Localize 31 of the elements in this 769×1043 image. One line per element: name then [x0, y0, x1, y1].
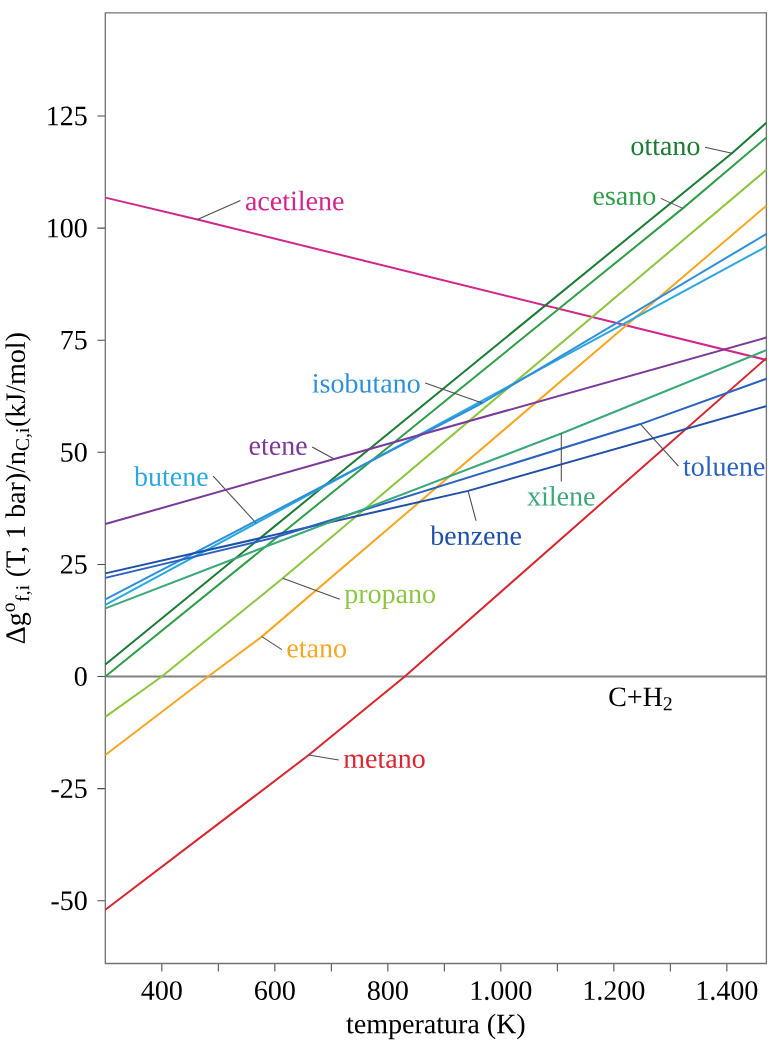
ref-line-label: C+H$_{2}$ — [609, 687, 672, 711]
x-tick-label: 800 — [367, 981, 408, 1001]
series-label: etano — [287, 641, 346, 658]
line-series — [104, 357, 768, 911]
y-tick-label: 50 — [61, 442, 87, 462]
x-tick-label: 1.200 — [584, 981, 645, 1001]
y-tick-label: 125 — [48, 106, 87, 126]
y-tick-label: 100 — [48, 218, 87, 238]
series-label: ottano — [631, 139, 700, 156]
y-tick-label: -50 — [51, 891, 87, 911]
y-tick-label: 25 — [60, 555, 87, 574]
y-tick-label: -25 — [51, 779, 87, 799]
series-label: isobutano — [312, 373, 420, 393]
series-label: etene — [249, 439, 307, 456]
x-tick-label: 400 — [141, 981, 182, 1001]
series-label: butene — [134, 466, 208, 487]
x-tick-label: 1.400 — [697, 981, 758, 1001]
series-label: toluene — [683, 456, 765, 476]
series-label: acetilene — [245, 190, 344, 211]
series-label: benzene — [430, 525, 521, 546]
series-label: esano — [593, 191, 656, 206]
x-tick-label: 1.000 — [471, 981, 532, 1001]
y-axis-title: Δg$^{o}$$_{f,i}$ (T, 1 bar)/n$_{C,i}$(kJ/mol) — [5, 333, 33, 644]
line-series — [104, 349, 768, 610]
series-label: metano — [343, 751, 425, 769]
y-tick-label: 0 — [74, 667, 87, 686]
y-tick-label: 75 — [61, 330, 87, 350]
series-label: xilene — [527, 486, 595, 506]
series-label: propano — [344, 589, 435, 609]
x-tick-label: 600 — [255, 981, 295, 1001]
x-axis-title: temperatura (K) — [346, 1013, 525, 1040]
